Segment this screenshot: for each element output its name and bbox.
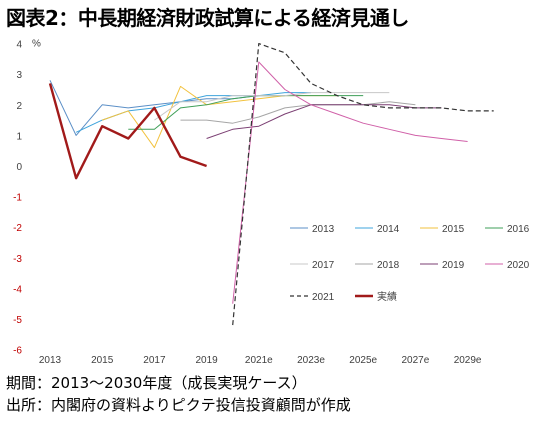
x-tick-label: 2013 xyxy=(39,355,62,366)
series-line-2020 xyxy=(232,61,468,304)
x-tick-label: 2021e xyxy=(245,355,273,366)
series-line-2018 xyxy=(180,101,416,124)
legend-label: 2020 xyxy=(507,260,530,271)
legend-label: 2019 xyxy=(442,260,465,271)
y-tick-label: -6 xyxy=(13,346,22,357)
y-tick-label: -1 xyxy=(13,193,22,204)
y-tick-label: 2 xyxy=(16,101,22,112)
y-tick-label: 0 xyxy=(16,162,22,173)
y-tick-label: 3 xyxy=(16,70,22,81)
series-layer xyxy=(48,42,494,326)
y-unit-label: % xyxy=(32,39,41,50)
x-tick-label: 2019 xyxy=(195,355,218,366)
series-line-実績 xyxy=(48,83,207,180)
period-note: 期間：2013～2030年度（成長実現ケース） xyxy=(6,374,307,392)
legend-label: 2018 xyxy=(377,260,400,271)
x-tick-label: 2017 xyxy=(143,355,166,366)
series-line-2016 xyxy=(128,95,364,130)
series-line-2021 xyxy=(232,42,494,326)
series-line-2014 xyxy=(75,92,311,133)
legend-label: 2015 xyxy=(442,224,465,235)
x-tick-label: 2025e xyxy=(349,355,377,366)
x-tick-label: 2027e xyxy=(401,355,429,366)
chart-title: 図表2：中長期経済財政試算による経済見通し xyxy=(6,6,409,30)
legend-label: 実績 xyxy=(377,290,397,303)
y-tick-label: 4 xyxy=(16,40,22,51)
legend-label: 2016 xyxy=(507,224,530,235)
legend: 2013 2014 2015 2016 2017 2018 2019 2020 2021 実績 xyxy=(290,224,530,303)
y-tick-label: -3 xyxy=(13,254,22,265)
y-tick-label: -2 xyxy=(13,223,22,234)
x-tick-label: 2015 xyxy=(91,355,114,366)
y-tick-label: -5 xyxy=(13,315,22,326)
source-note: 出所：内閣府の資料よりピクテ投信投資顧問が作成 xyxy=(6,396,351,414)
series-line-2019 xyxy=(206,104,442,139)
legend-label: 2021 xyxy=(312,292,335,303)
line-chart: 4 3 2 1 0 -1 -2 -3 -4 -5 -6% 2013 2015 2017 2019 2021e 2… xyxy=(13,39,530,366)
y-tick-label: 1 xyxy=(16,131,22,142)
axis-layer: 4 3 2 1 0 -1 -2 -3 -4 -5 -6% 2013 2015 2017 2019 2021e 2… xyxy=(13,39,482,366)
y-tick-label: -4 xyxy=(13,284,22,295)
legend-label: 2014 xyxy=(377,224,400,235)
x-tick-label: 2029e xyxy=(454,355,482,366)
legend-label: 2013 xyxy=(312,224,335,235)
series-line-2017 xyxy=(154,92,390,121)
legend-label: 2017 xyxy=(312,260,335,271)
x-tick-label: 2023e xyxy=(297,355,325,366)
